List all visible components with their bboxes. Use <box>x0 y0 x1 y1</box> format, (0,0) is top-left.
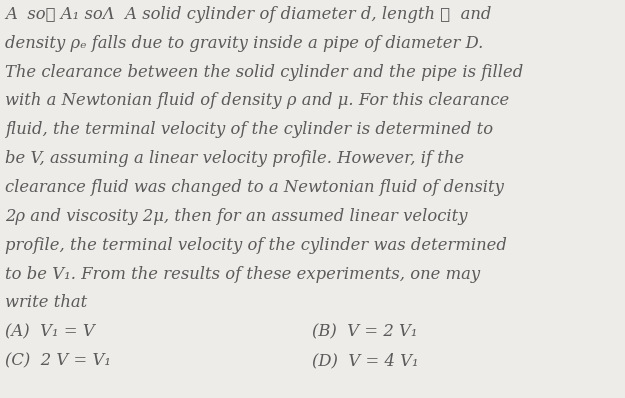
Text: fluid, the terminal velocity of the cylinder is determined to: fluid, the terminal velocity of the cyli… <box>5 121 493 139</box>
Text: (C)  2 V = V₁: (C) 2 V = V₁ <box>5 352 111 369</box>
Text: (D)  V = 4 V₁: (D) V = 4 V₁ <box>312 352 419 369</box>
Text: (B)  V = 2 V₁: (B) V = 2 V₁ <box>312 323 418 340</box>
Text: clearance fluid was changed to a Newtonian fluid of density: clearance fluid was changed to a Newtoni… <box>5 179 504 196</box>
Text: A  soℓ A₁ soΛ  A solid cylinder of diameter d, length ℓ  and: A soℓ A₁ soΛ A solid cylinder of diamete… <box>5 6 491 23</box>
Text: (A)  V₁ = V: (A) V₁ = V <box>5 323 95 340</box>
Text: with a Newtonian fluid of density ρ and μ. For this clearance: with a Newtonian fluid of density ρ and … <box>5 92 509 109</box>
Text: to be V₁. From the results of these experiments, one may: to be V₁. From the results of these expe… <box>5 265 480 283</box>
Text: density ρₑ falls due to gravity inside a pipe of diameter D.: density ρₑ falls due to gravity inside a… <box>5 35 483 52</box>
Text: profile, the terminal velocity of the cylinder was determined: profile, the terminal velocity of the cy… <box>5 237 507 254</box>
Text: The clearance between the solid cylinder and the pipe is filled: The clearance between the solid cylinder… <box>5 64 523 81</box>
Text: 2ρ and viscosity 2μ, then for an assumed linear velocity: 2ρ and viscosity 2μ, then for an assumed… <box>5 208 468 225</box>
Text: be V, assuming a linear velocity profile. However, if the: be V, assuming a linear velocity profile… <box>5 150 464 167</box>
Text: write that: write that <box>5 295 88 311</box>
